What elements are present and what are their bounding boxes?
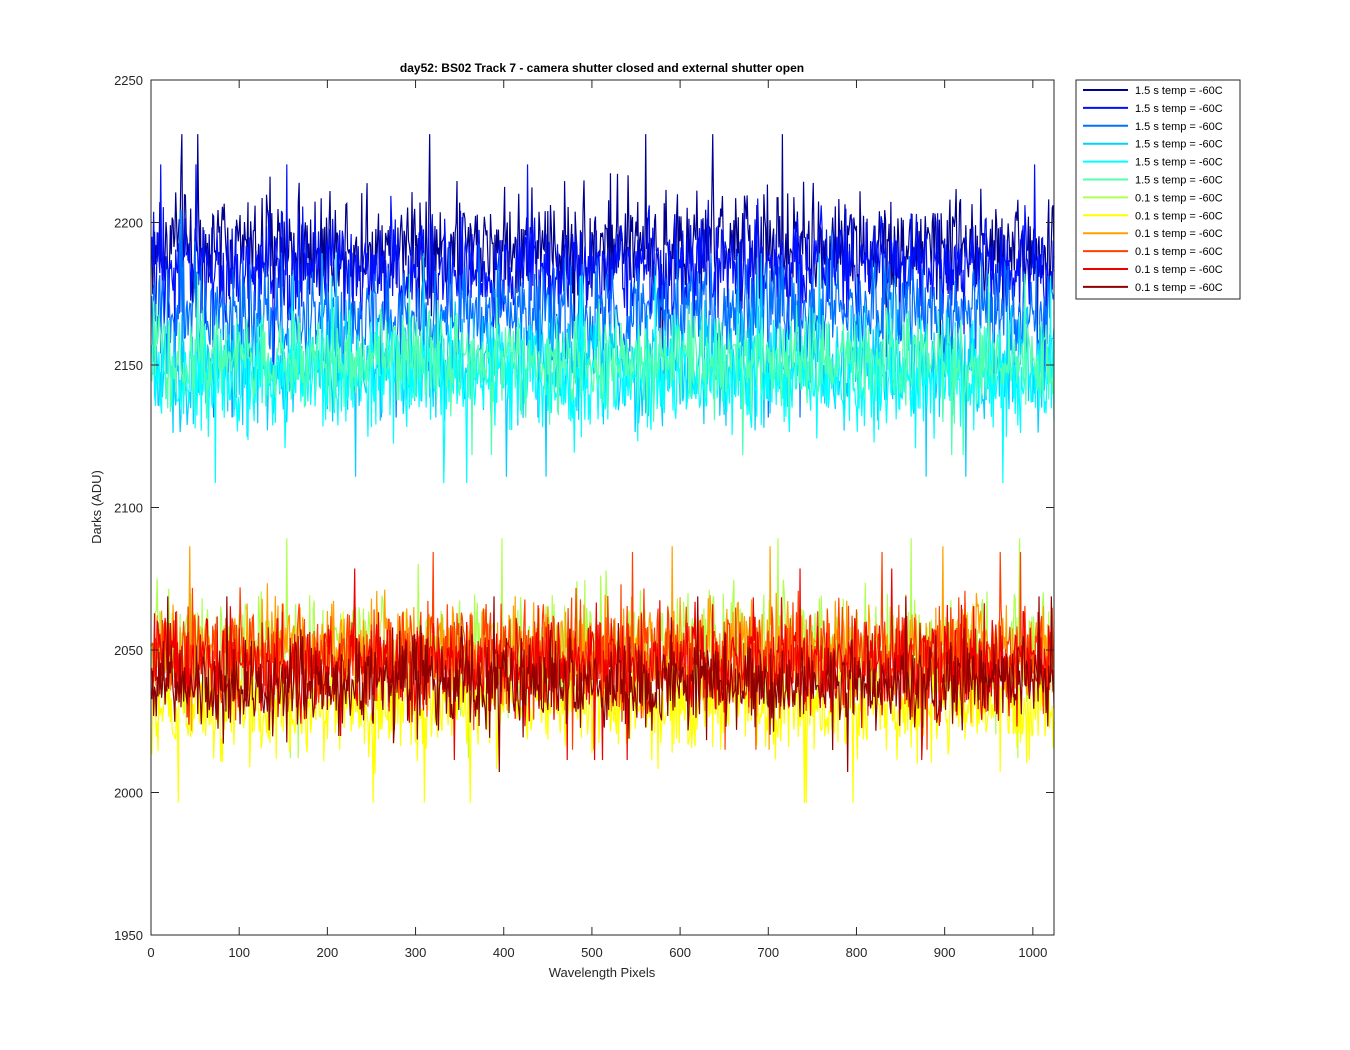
x-tick-label: 500: [581, 945, 603, 960]
x-tick-label: 900: [934, 945, 956, 960]
series-line-2: [151, 164, 1055, 372]
y-tick-label: 2050: [114, 643, 143, 658]
x-tick-label: 700: [757, 945, 779, 960]
y-axis-label: Darks (ADU): [89, 470, 104, 544]
x-axis-label: Wavelength Pixels: [549, 965, 656, 980]
legend-label: 1.5 s temp = -60C: [1135, 103, 1223, 115]
x-tick-label: 1000: [1018, 945, 1047, 960]
x-tick-label: 100: [228, 945, 250, 960]
y-tick-label: 2200: [114, 216, 143, 231]
legend-label: 1.5 s temp = -60C: [1135, 157, 1223, 169]
legend-label: 0.1 s temp = -60C: [1135, 228, 1223, 240]
legend-box: [1075, 79, 1241, 300]
legend-label: 1.5 s temp = -60C: [1135, 85, 1223, 97]
y-tick-label: 2250: [114, 73, 143, 88]
x-tick-label: 200: [317, 945, 339, 960]
x-tick-label: 0: [147, 945, 154, 960]
y-tick-label: 2150: [114, 358, 143, 373]
x-tick-label: 800: [846, 945, 868, 960]
legend-label: 0.1 s temp = -60C: [1135, 282, 1223, 294]
x-tick-label: 400: [493, 945, 515, 960]
legend-label: 0.1 s temp = -60C: [1135, 210, 1223, 222]
y-tick-label: 2100: [114, 501, 143, 516]
series-line-3: [151, 209, 1055, 418]
tick-layer: 0 100 200 300 400 500 600 700 800 900 1000 1950 2000…: [114, 73, 1054, 960]
legend-label: 1.5 s temp = -60C: [1135, 121, 1223, 133]
x-tick-label: 600: [669, 945, 691, 960]
legend-label: 0.1 s temp = -60C: [1135, 264, 1223, 276]
x-tick-label: 300: [405, 945, 427, 960]
legend: 1.5 s temp = -60C 1.5 s temp = -60C 1.5 s …: [1075, 79, 1241, 300]
legend-label: 1.5 s temp = -60C: [1135, 175, 1223, 187]
chart-title: day52: BS02 Track 7 - camera shutter clo…: [400, 61, 804, 75]
y-tick-label: 1950: [114, 928, 143, 943]
legend-label: 0.1 s temp = -60C: [1135, 192, 1223, 204]
y-tick-label: 2000: [114, 786, 143, 801]
legend-entries: 1.5 s temp = -60C 1.5 s temp = -60C 1.5 s …: [1083, 85, 1223, 294]
series-line-6: [151, 273, 1055, 456]
legend-label: 0.1 s temp = -60C: [1135, 246, 1223, 258]
series-layer: [151, 134, 1055, 803]
series-line-12: [151, 596, 1055, 772]
legend-label: 1.5 s temp = -60C: [1135, 139, 1223, 151]
